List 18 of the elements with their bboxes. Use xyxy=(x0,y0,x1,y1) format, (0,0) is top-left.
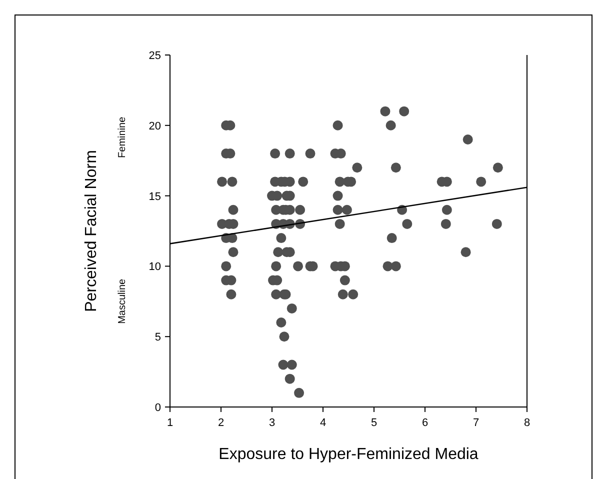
text: Feminine xyxy=(117,116,128,158)
x-tick-label: 1 xyxy=(166,417,174,429)
y-tick-label: 25 xyxy=(148,50,161,62)
y-tick-label: 20 xyxy=(148,120,161,132)
x-tick-label: 4 xyxy=(320,417,326,429)
x-tick-label: 6 xyxy=(422,417,428,429)
x-axis-title: Exposure to Hyper-Feminized Media xyxy=(218,446,478,463)
x-tick-label: 2 xyxy=(218,417,224,429)
y-tick-label: 5 xyxy=(154,332,161,344)
x-tick-label: 5 xyxy=(370,417,378,429)
y-tick-label: 10 xyxy=(148,261,161,274)
text: Masculine xyxy=(117,278,128,324)
x-tick-label: 8 xyxy=(524,417,530,429)
y-tick-label: 0 xyxy=(154,402,161,414)
x-tick-label: 7 xyxy=(472,417,480,429)
y-tick-label: 15 xyxy=(148,190,161,203)
y-axis-title: Perceived Facial Norm xyxy=(83,150,100,312)
x-tick-label: 3 xyxy=(268,417,276,429)
